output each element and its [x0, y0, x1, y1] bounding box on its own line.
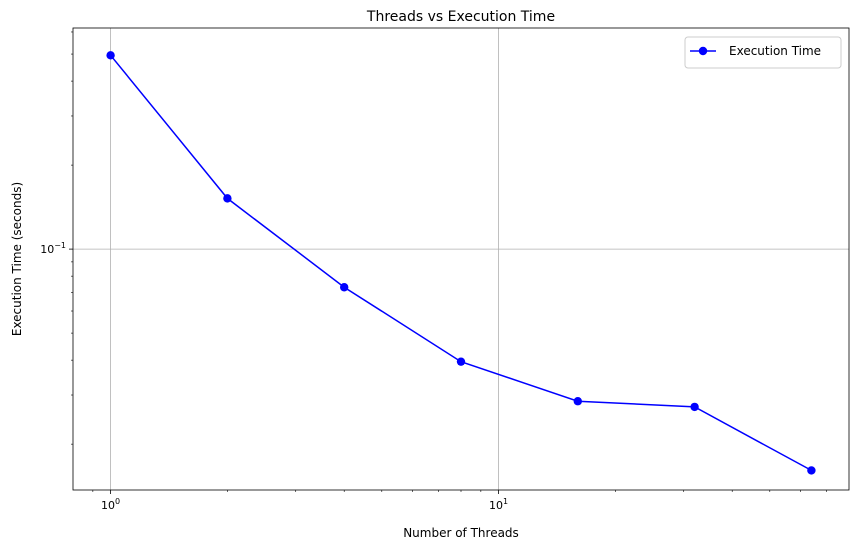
y-axis-label: Execution Time (seconds)	[10, 182, 24, 336]
legend-label: Execution Time	[729, 44, 821, 58]
grid-layer	[73, 28, 849, 490]
data-point	[456, 357, 466, 366]
y-tick-label: 10−1	[40, 241, 66, 256]
legend: Execution Time	[684, 36, 842, 69]
data-point	[807, 466, 816, 475]
x-axis-label: Number of Threads	[403, 526, 519, 540]
chart-title: Threads vs Execution Time	[366, 9, 555, 25]
series-line	[110, 54, 812, 472]
legend-box	[684, 36, 842, 69]
plot-frame	[72, 27, 850, 491]
data-point	[223, 194, 232, 203]
x-tick-label: 101	[489, 497, 508, 512]
data-point	[106, 51, 115, 60]
data-point	[690, 402, 699, 412]
tick-layer: 100 101 10−1	[40, 31, 827, 512]
series-layer	[106, 51, 816, 475]
data-point	[573, 397, 582, 406]
legend-marker-swatch	[698, 46, 708, 56]
x-tick-label: 100	[101, 497, 120, 512]
data-point	[340, 283, 349, 292]
